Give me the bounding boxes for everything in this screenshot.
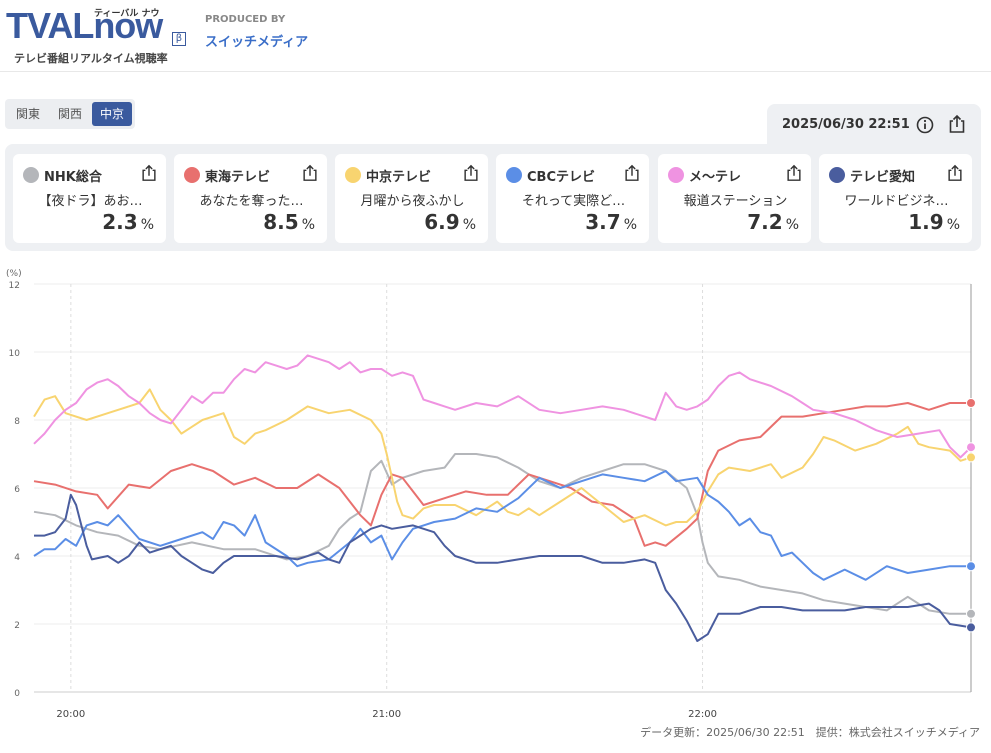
series-end-marker xyxy=(966,608,976,619)
station-card[interactable]: 東海テレビあなたを奪った… 8.5% xyxy=(174,154,327,243)
logo-beta-badge: β xyxy=(172,32,186,46)
rating-unit: % xyxy=(785,217,799,233)
rating-unit: % xyxy=(301,217,315,233)
program-title: 月曜から夜ふかし xyxy=(360,194,465,209)
y-tick-label: 2 xyxy=(14,621,20,631)
station-color-dot xyxy=(829,167,845,183)
station-name: メ〜テレ xyxy=(689,170,742,185)
program-title: それって実際ど… xyxy=(521,194,626,209)
rating-number: 1.9 xyxy=(908,210,944,234)
rating-value: 8.5% xyxy=(263,210,315,234)
station-name: NHK総合 xyxy=(44,170,102,185)
station-name: テレビ愛知 xyxy=(850,170,916,185)
current-datetime: 2025/06/30 22:51 xyxy=(782,117,910,132)
program-title: 報道ステーション xyxy=(683,194,788,209)
station-color-dot xyxy=(23,167,39,183)
share-icon[interactable] xyxy=(140,164,158,182)
series-end-marker xyxy=(966,561,976,572)
series-line xyxy=(33,402,971,547)
program-title: ワールドビジネ… xyxy=(844,194,949,209)
rating-number: 3.7 xyxy=(585,210,621,234)
series-end-marker xyxy=(966,398,976,408)
tab-kansai[interactable]: 関西 xyxy=(58,107,83,121)
tab-kanto[interactable]: 関東 xyxy=(16,107,41,121)
station-card[interactable]: NHK総合【夜ドラ】あお… 2.3% xyxy=(13,154,166,243)
info-icon[interactable] xyxy=(916,116,934,134)
y-tick-label: 4 xyxy=(14,553,20,563)
data-update-footer: データ更新：2025/06/30 22:51 提供：株式会社スイッチメディア xyxy=(640,726,980,739)
station-card[interactable]: テレビ愛知ワールドビジネ… 1.9% xyxy=(819,154,972,243)
y-tick-label: 8 xyxy=(14,417,20,427)
stations-panel xyxy=(5,144,981,251)
rating-unit: % xyxy=(140,217,154,233)
produced-by-label: PRODUCED BY xyxy=(205,14,286,25)
x-tick-label: 20:00 xyxy=(56,709,85,720)
series-end-marker xyxy=(966,452,976,463)
tvalnow-logo[interactable]: TVALnow ティーバル ナウ β テレビ番組リアルタイム視聴率 xyxy=(6,4,196,66)
rating-number: 8.5 xyxy=(263,210,299,234)
share-icon[interactable] xyxy=(301,164,319,182)
logo-kana: ティーバル ナウ xyxy=(94,9,160,19)
rating-number: 7.2 xyxy=(747,210,783,234)
station-card[interactable]: CBCテレビそれって実際ど… 3.7% xyxy=(496,154,649,243)
series-end-marker xyxy=(966,442,976,453)
rating-line-chart: 0 2 4 6 8 10 12 (%) 20:00 21:00 22:00 xyxy=(6,269,976,720)
series-line xyxy=(33,388,972,527)
y-tick-label: 6 xyxy=(14,485,20,495)
region-tabs: 関東 関西 中京 xyxy=(5,99,136,129)
station-color-dot xyxy=(345,167,361,183)
share-icon[interactable] xyxy=(947,114,967,134)
series-end-marker xyxy=(966,622,976,633)
rating-unit: % xyxy=(623,217,637,233)
y-tick-label: 10 xyxy=(9,349,21,359)
y-tick-label: 12 xyxy=(9,281,20,291)
rating-unit: % xyxy=(462,217,476,233)
rating-value: 3.7% xyxy=(585,210,637,234)
station-name: 中京テレビ xyxy=(366,170,432,185)
series-line xyxy=(33,453,971,615)
y-axis-label: (%) xyxy=(6,269,22,279)
logo-wordmark: TVALnow xyxy=(6,5,163,46)
rating-value: 1.9% xyxy=(908,210,960,234)
station-name: 東海テレビ xyxy=(205,170,271,185)
rating-value: 7.2% xyxy=(747,210,799,234)
station-card[interactable]: 中京テレビ月曜から夜ふかし 6.9% xyxy=(335,154,488,243)
share-icon[interactable] xyxy=(946,164,964,182)
rating-unit: % xyxy=(946,217,960,233)
program-title: あなたを奪った… xyxy=(199,194,304,209)
station-card[interactable]: メ〜テレ報道ステーション 7.2% xyxy=(658,154,811,243)
logo-subtitle: テレビ番組リアルタイム視聴率 xyxy=(14,52,168,65)
rating-number: 2.3 xyxy=(102,210,138,234)
x-tick-label: 21:00 xyxy=(372,709,401,720)
x-tick-label: 22:00 xyxy=(688,709,717,720)
station-color-dot xyxy=(668,167,684,183)
rating-value: 6.9% xyxy=(424,210,476,234)
producer-link[interactable]: スイッチメディア xyxy=(205,35,309,50)
header: TVALnow ティーバル ナウ β テレビ番組リアルタイム視聴率 PRODUC… xyxy=(0,0,991,72)
share-icon[interactable] xyxy=(623,164,641,182)
series-line xyxy=(34,493,972,642)
tab-chukyo[interactable]: 中京 xyxy=(92,102,133,126)
station-color-dot xyxy=(184,167,200,183)
program-title: 【夜ドラ】あお… xyxy=(38,194,143,209)
series-line xyxy=(33,470,971,581)
share-icon[interactable] xyxy=(785,164,803,182)
series-line xyxy=(33,354,972,459)
rating-value: 2.3% xyxy=(102,210,154,234)
station-color-dot xyxy=(506,167,522,183)
rating-number: 6.9 xyxy=(424,210,460,234)
share-icon[interactable] xyxy=(462,164,480,182)
station-name: CBCテレビ xyxy=(527,170,595,185)
y-tick-label: 0 xyxy=(14,689,20,699)
